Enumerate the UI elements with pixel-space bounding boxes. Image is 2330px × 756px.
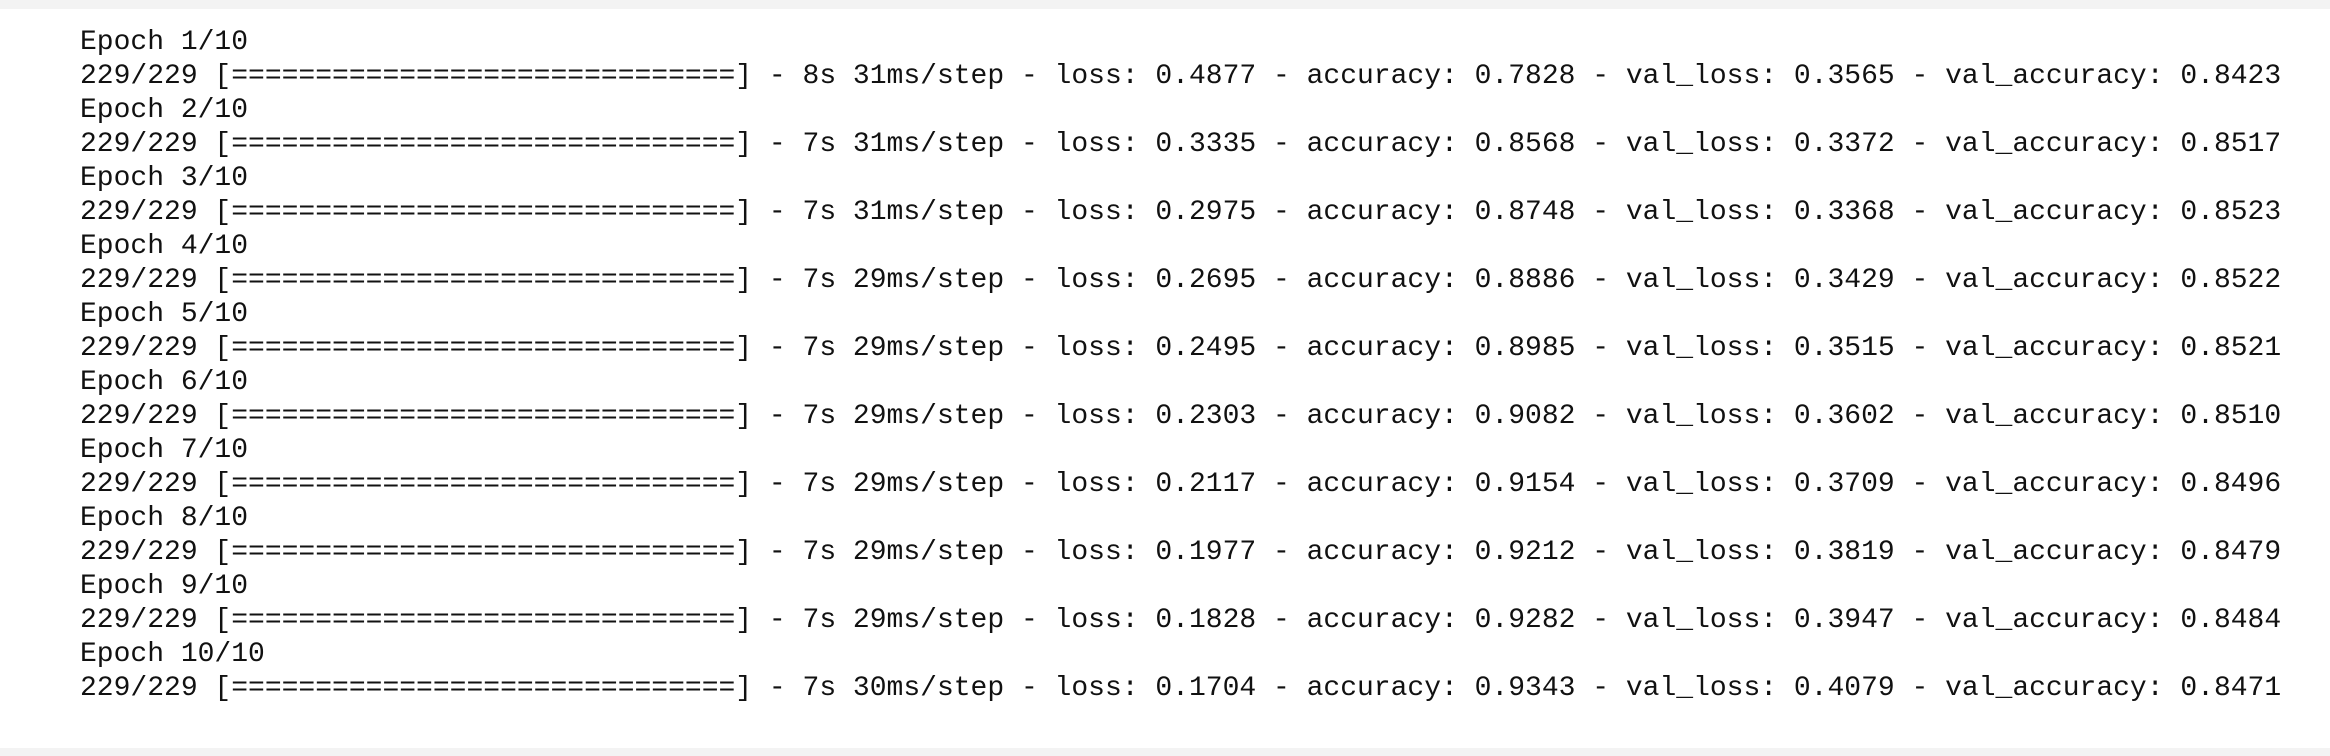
epoch-log: 229/229 [==============================]…: [80, 605, 2282, 636]
epoch-header: Epoch 9/10: [80, 571, 249, 602]
epoch-log: 229/229 [==============================]…: [80, 197, 2282, 228]
epoch-log: 229/229 [==============================]…: [80, 469, 2282, 500]
epoch-header: Epoch 2/10: [80, 95, 249, 126]
epoch-header: Epoch 1/10: [80, 27, 249, 58]
epoch-log: 229/229 [==============================]…: [80, 333, 2282, 364]
epoch-header: Epoch 3/10: [80, 163, 249, 194]
epoch-log: 229/229 [==============================]…: [80, 265, 2282, 296]
epoch-header: Epoch 5/10: [80, 299, 249, 330]
cell-output: Epoch 1/10 229/229 [=====================…: [80, 26, 2281, 706]
epoch-log: 229/229 [==============================]…: [80, 673, 2282, 704]
bottom-border: [0, 748, 2330, 756]
epoch-header: Epoch 4/10: [80, 231, 249, 262]
epoch-log: 229/229 [==============================]…: [80, 129, 2282, 160]
epoch-header: Epoch 7/10: [80, 435, 249, 466]
epoch-header: Epoch 8/10: [80, 503, 249, 534]
epoch-log: 229/229 [==============================]…: [80, 61, 2282, 92]
epoch-header: Epoch 10/10: [80, 639, 265, 670]
epoch-header: Epoch 6/10: [80, 367, 249, 398]
top-border: [0, 0, 2330, 9]
epoch-log: 229/229 [==============================]…: [80, 401, 2282, 432]
epoch-log: 229/229 [==============================]…: [80, 537, 2282, 568]
